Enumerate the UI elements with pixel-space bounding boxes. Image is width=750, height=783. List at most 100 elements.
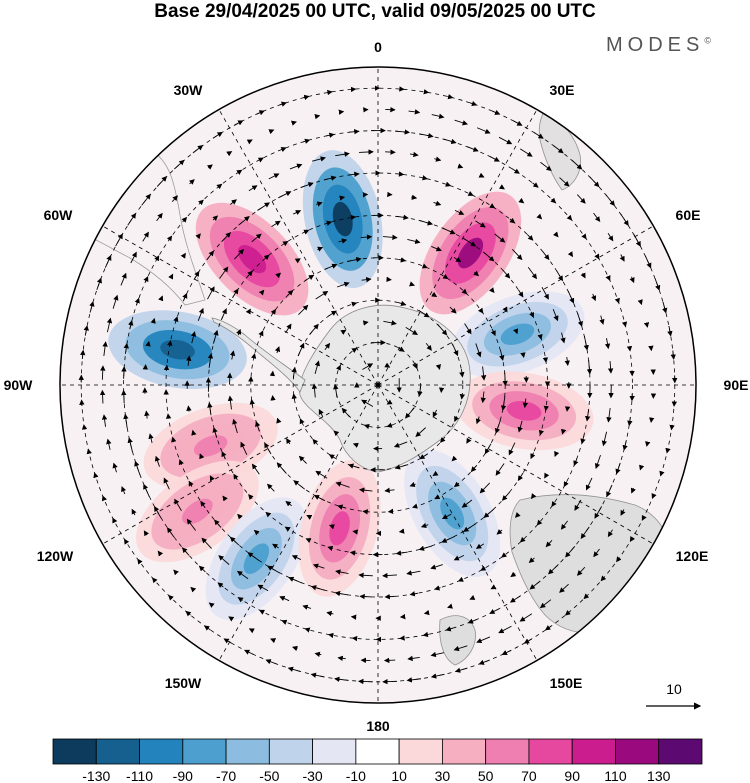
- colorbar-tick-label: -90: [173, 768, 193, 783]
- wind-vector: [341, 407, 350, 418]
- wind-vector: [480, 565, 487, 571]
- wind-vector: [419, 453, 428, 460]
- wind-vector: [454, 415, 460, 422]
- wind-vector: [560, 520, 568, 530]
- wind-vector: [432, 470, 439, 476]
- wind-vector: [408, 109, 421, 115]
- wind-vector: [121, 366, 127, 379]
- wind-vector: [453, 256, 462, 263]
- wind-vector: [606, 484, 613, 498]
- wind-vector: [335, 151, 350, 157]
- wind-vector: [186, 355, 192, 366]
- colorbar-swatch: [182, 738, 227, 765]
- wind-vector: [299, 418, 305, 425]
- wind-vector: [405, 407, 415, 419]
- wind-vector: [514, 512, 521, 518]
- wind-vector: [311, 383, 318, 398]
- wind-vector: [282, 240, 289, 247]
- lon-label-90e: 90E: [724, 377, 749, 393]
- wind-vector: [483, 508, 495, 518]
- wind-vector: [220, 308, 227, 321]
- wind-vector: [121, 486, 127, 495]
- wind-vector: [212, 215, 218, 222]
- wind-vector: [593, 212, 601, 223]
- wind-vector: [599, 315, 605, 325]
- wind-vector: [509, 595, 521, 603]
- wind-vector: [361, 276, 372, 283]
- wind-vector: [384, 593, 395, 600]
- wind-vector: [112, 517, 118, 524]
- wind-vector: [490, 328, 496, 337]
- wind-vector: [206, 164, 213, 170]
- wind-vector: [96, 277, 102, 291]
- colorbar-swatch: [355, 738, 400, 765]
- wind-vector: [406, 677, 422, 683]
- wind-vector: [621, 321, 628, 328]
- colorbar: -130 -110 -90 -70 -50 -30 -10 10 30 50 70 90 110 130: [52, 738, 703, 783]
- wind-vector: [541, 287, 549, 300]
- wind-vector: [285, 323, 292, 334]
- wind-vector: [519, 536, 526, 543]
- wind-vector: [201, 537, 212, 549]
- wind-vector: [297, 342, 305, 357]
- meridian-line: [377, 91, 548, 386]
- wind-vector: [641, 514, 647, 521]
- wind-vector: [464, 323, 472, 335]
- wind-vector: [334, 676, 349, 682]
- wind-vector: [498, 136, 513, 145]
- wind-vector: [244, 649, 254, 655]
- wind-vector: [336, 281, 350, 288]
- wind-vector: [667, 325, 673, 337]
- wind-vector: [316, 201, 323, 207]
- wind-vector: [463, 238, 477, 247]
- anomaly-contour: [237, 244, 267, 274]
- wind-vector: [466, 437, 472, 444]
- wind-vector: [208, 602, 215, 608]
- wind-vector: [470, 464, 478, 473]
- wind-vector: [326, 89, 333, 96]
- wind-vector: [469, 100, 478, 107]
- colorbar-swatch: [225, 738, 270, 765]
- wind-vector: [134, 460, 141, 475]
- wind-vector: [489, 156, 500, 162]
- wind-vector: [248, 494, 254, 500]
- wind-vector: [412, 363, 418, 370]
- wind-vector: [256, 110, 265, 116]
- meridian-line: [84, 215, 379, 386]
- anomaly-contour: [457, 237, 484, 269]
- wind-vector: [188, 480, 194, 487]
- wind-vector: [292, 210, 302, 216]
- wind-vector: [145, 340, 151, 347]
- wind-vector: [480, 391, 486, 404]
- wind-vector: [112, 294, 119, 309]
- wind-vector: [157, 550, 164, 557]
- wind-vector: [144, 410, 150, 419]
- wind-vector: [637, 299, 643, 306]
- wind-vector: [454, 119, 468, 126]
- wind-vector: [337, 504, 347, 510]
- wind-vector: [441, 513, 452, 520]
- wind-vector: [409, 591, 418, 597]
- wind-vector: [218, 555, 230, 565]
- wind-vector: [442, 273, 449, 280]
- wind-vector: [248, 185, 258, 192]
- wind-vector: [412, 503, 418, 509]
- wind-vector: [585, 477, 593, 491]
- wind-vector: [134, 297, 140, 306]
- wind-vector: [396, 214, 409, 220]
- wind-vector: [267, 565, 280, 574]
- wind-vector: [300, 182, 314, 188]
- wind-vector: [228, 616, 235, 622]
- wind-vector: [264, 442, 272, 455]
- wind-vector: [142, 231, 149, 242]
- wind-vector: [604, 338, 611, 350]
- wind-vector: [518, 289, 524, 298]
- wind-vector: [141, 193, 151, 206]
- wind-vector: [585, 409, 591, 422]
- wind-vector: [240, 441, 248, 455]
- wind-vector: [559, 177, 570, 187]
- wind-vector: [83, 325, 89, 336]
- brand-name: MODES: [606, 34, 705, 56]
- wind-vector: [154, 506, 162, 518]
- wind-vector: [89, 300, 95, 313]
